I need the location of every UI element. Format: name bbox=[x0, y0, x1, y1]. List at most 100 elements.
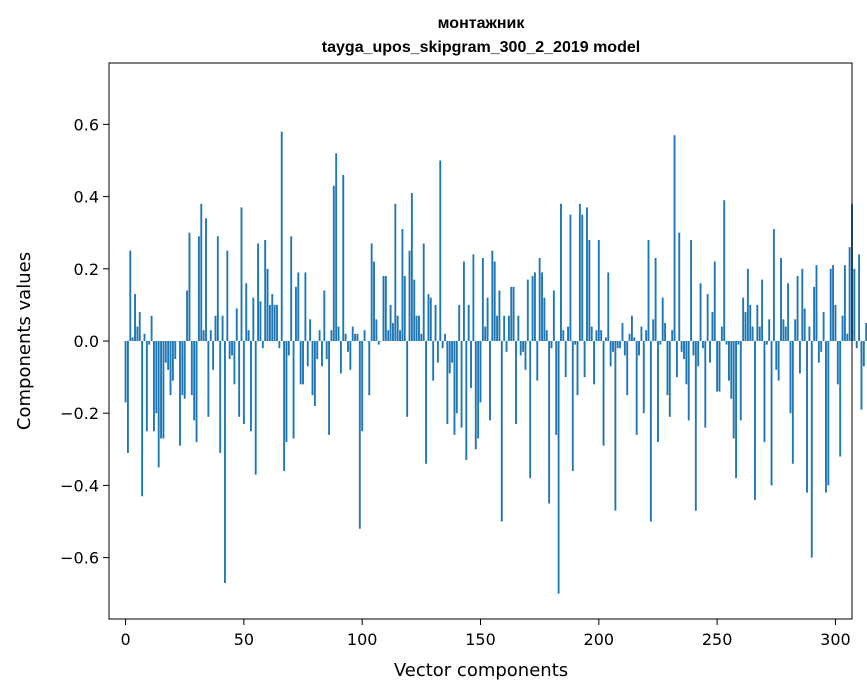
bar bbox=[782, 319, 785, 341]
bar bbox=[439, 160, 442, 341]
bar bbox=[799, 341, 801, 374]
bar bbox=[569, 214, 572, 341]
bar bbox=[612, 341, 614, 352]
bar bbox=[739, 341, 742, 421]
bar bbox=[806, 341, 808, 493]
bar bbox=[730, 341, 733, 399]
bar bbox=[853, 268, 856, 341]
bar bbox=[259, 301, 262, 341]
bar bbox=[162, 341, 165, 439]
y-tick-label: −0.2 bbox=[60, 404, 99, 423]
bar bbox=[183, 341, 186, 399]
bar bbox=[772, 229, 775, 341]
bar bbox=[143, 333, 146, 341]
bar bbox=[242, 341, 245, 425]
bar bbox=[422, 243, 425, 341]
bar bbox=[136, 326, 139, 341]
bar bbox=[836, 341, 839, 385]
bar bbox=[576, 341, 579, 396]
bar bbox=[600, 330, 603, 341]
bar bbox=[467, 304, 470, 341]
bar bbox=[604, 337, 607, 341]
bar bbox=[228, 341, 231, 360]
bar bbox=[583, 341, 586, 378]
bar bbox=[429, 297, 432, 341]
bar bbox=[848, 247, 851, 341]
bar bbox=[581, 214, 584, 341]
bar bbox=[749, 304, 752, 341]
bar bbox=[145, 341, 148, 432]
bar bbox=[685, 341, 688, 385]
bar bbox=[515, 341, 517, 425]
bar bbox=[780, 257, 782, 341]
bar bbox=[671, 330, 674, 341]
bar bbox=[531, 276, 534, 341]
bar bbox=[311, 341, 314, 396]
y-axis-ticks: −0.6 −0.4 −0.2 0.0 0.2 0.4 0.6 bbox=[60, 115, 109, 568]
bar bbox=[157, 341, 160, 468]
bar bbox=[399, 330, 401, 341]
bar bbox=[713, 261, 716, 341]
bar bbox=[512, 286, 515, 341]
bar bbox=[425, 341, 428, 464]
bar bbox=[434, 304, 437, 341]
bar bbox=[190, 341, 193, 396]
bar bbox=[455, 341, 458, 414]
bar bbox=[195, 341, 198, 443]
bar bbox=[415, 315, 418, 341]
bar bbox=[233, 341, 236, 385]
bar bbox=[578, 203, 581, 341]
bar bbox=[683, 341, 685, 360]
bar bbox=[550, 341, 553, 349]
bar bbox=[193, 341, 196, 421]
bar bbox=[614, 341, 617, 511]
bar bbox=[538, 257, 541, 341]
bar bbox=[843, 265, 846, 341]
bar bbox=[564, 341, 567, 378]
bar bbox=[392, 322, 394, 341]
bar bbox=[235, 308, 238, 341]
bar bbox=[313, 341, 316, 406]
bar bbox=[834, 304, 837, 341]
bar bbox=[638, 341, 640, 356]
bar bbox=[489, 341, 491, 421]
bar bbox=[406, 341, 409, 417]
bar bbox=[448, 341, 451, 374]
bar bbox=[803, 308, 806, 341]
x-tick-label: 100 bbox=[347, 630, 378, 649]
bar bbox=[231, 341, 233, 356]
bar bbox=[758, 326, 761, 341]
bar bbox=[609, 341, 612, 367]
bar bbox=[704, 341, 707, 428]
bar bbox=[645, 330, 648, 341]
bar bbox=[465, 341, 468, 461]
bar bbox=[214, 315, 217, 341]
bar bbox=[574, 341, 577, 345]
bar bbox=[784, 326, 787, 341]
bar bbox=[654, 257, 657, 341]
bar bbox=[775, 341, 778, 370]
bar bbox=[481, 257, 484, 341]
bar bbox=[316, 341, 319, 360]
bar bbox=[517, 315, 520, 341]
bar bbox=[519, 341, 522, 356]
bar bbox=[737, 341, 740, 345]
bar bbox=[791, 341, 794, 464]
bar bbox=[524, 341, 527, 370]
bar bbox=[413, 279, 416, 341]
bar bbox=[273, 304, 276, 341]
bar bbox=[370, 243, 373, 341]
bar bbox=[302, 341, 304, 385]
bar bbox=[562, 330, 565, 341]
bar bbox=[619, 341, 622, 349]
bar bbox=[709, 341, 711, 363]
bar bbox=[375, 319, 378, 341]
bar bbox=[427, 294, 430, 341]
bar bbox=[503, 315, 506, 341]
bar bbox=[403, 276, 406, 341]
bar bbox=[169, 341, 172, 396]
bar bbox=[746, 268, 749, 341]
bar bbox=[825, 341, 827, 493]
x-tick-label: 50 bbox=[234, 630, 254, 649]
